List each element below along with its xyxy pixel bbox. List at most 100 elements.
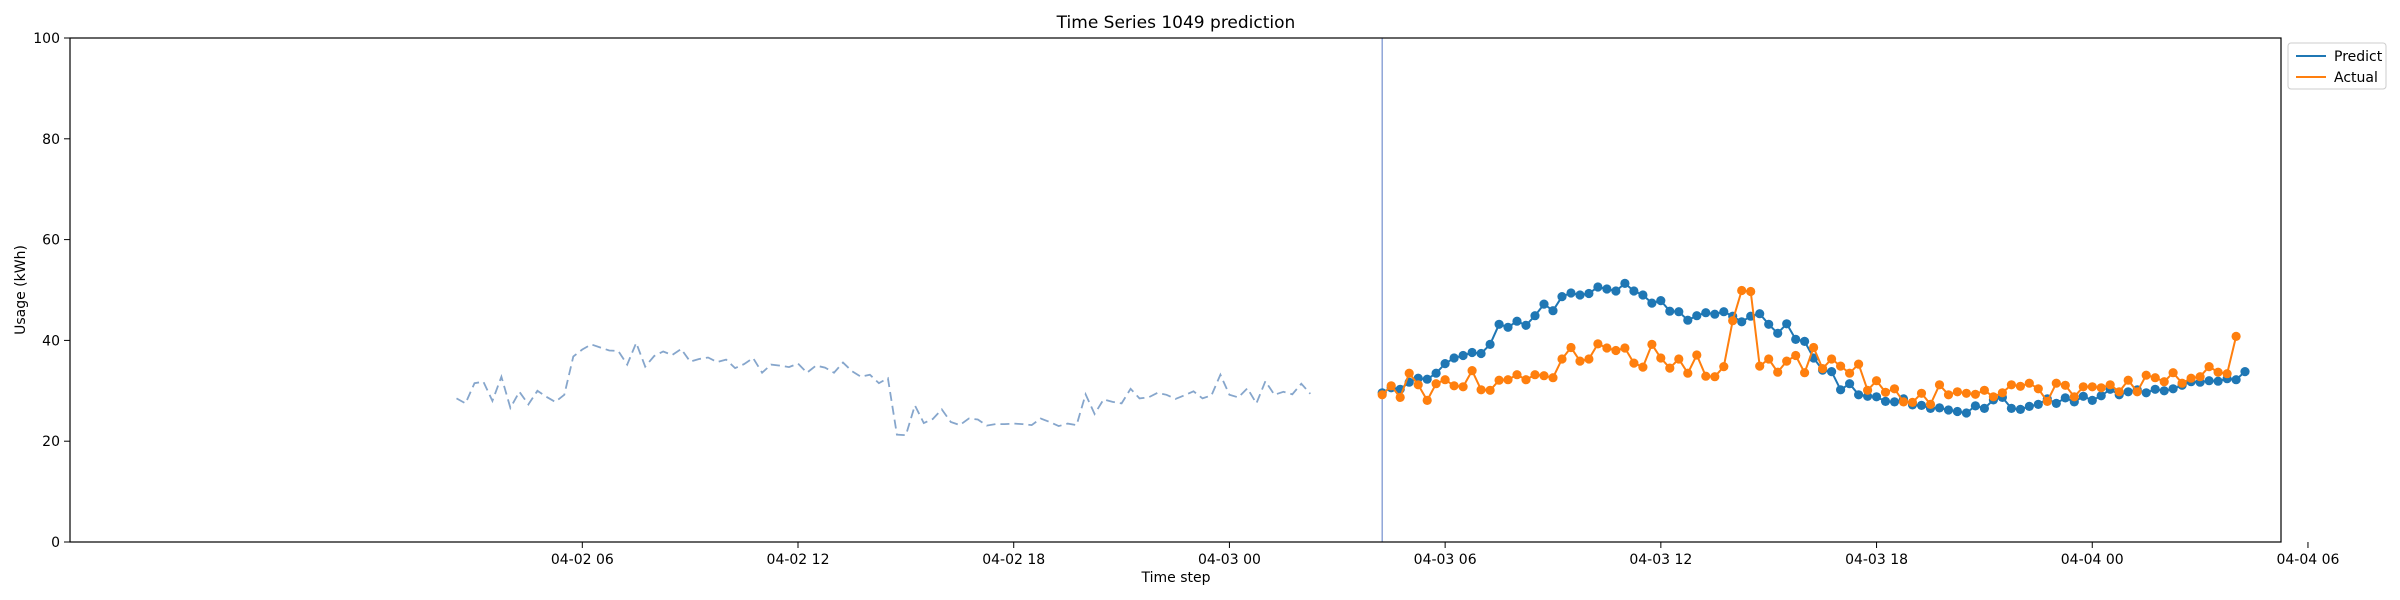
- actual-point: [1907, 397, 1918, 407]
- predict-point: [1961, 408, 1971, 418]
- x-tick-label: 04-03 12: [1629, 552, 1692, 568]
- actual-point: [1755, 361, 1765, 371]
- actual-point: [1512, 370, 1522, 380]
- actual-point: [1548, 373, 1558, 383]
- predict-point: [1934, 403, 1945, 413]
- actual-point: [1575, 356, 1585, 366]
- predict-point: [2087, 395, 2097, 405]
- y-tick-label: 40: [42, 333, 60, 349]
- y-axis: 0 20 40 60 80 100: [33, 31, 70, 551]
- predict-point: [1458, 350, 1468, 361]
- x-tick-label: 04-03 06: [1414, 552, 1477, 568]
- y-axis-label: Usage (kWh): [13, 245, 29, 335]
- actual-point: [1620, 343, 1630, 353]
- actual-point: [2231, 331, 2241, 341]
- actual-point: [2024, 378, 2034, 388]
- actual-point: [2078, 382, 2088, 392]
- predict-point: [1683, 315, 1693, 325]
- actual-point: [2159, 377, 2169, 387]
- actual-point: [1970, 389, 1980, 399]
- actual-point: [1377, 390, 1387, 400]
- predict-point: [1485, 339, 1495, 349]
- actual-point: [1782, 356, 1792, 366]
- y-tick-label: 100: [33, 31, 60, 47]
- predict-point: [1620, 278, 1630, 288]
- actual-point: [1692, 350, 1702, 360]
- actual-point: [2051, 378, 2061, 388]
- actual-point: [1647, 339, 1657, 349]
- predict-point: [1782, 319, 1792, 329]
- actual-point: [1863, 385, 1873, 395]
- predict-point: [1889, 397, 1900, 407]
- actual-point: [1584, 354, 1594, 364]
- actual-point: [1521, 375, 1531, 385]
- predict-point: [1503, 322, 1513, 332]
- actual-point: [1943, 390, 1954, 400]
- x-axis: 04-02 06 04-02 12 04-02 18 04-03 00 04-03 06…: [551, 542, 2340, 568]
- predict-point: [2033, 399, 2043, 409]
- actual-point: [2123, 375, 2133, 385]
- y-tick-label: 60: [42, 233, 60, 249]
- predict-point: [1638, 290, 1648, 300]
- predict-point: [2213, 376, 2223, 386]
- actual-point: [1854, 359, 1864, 369]
- actual-point: [1988, 392, 1998, 402]
- predict-point: [2024, 401, 2034, 411]
- actual-point: [1916, 388, 1927, 398]
- actual-point: [1674, 354, 1684, 364]
- predict-point: [1593, 282, 1603, 292]
- predict-point: [1737, 317, 1747, 327]
- actual-point: [1934, 380, 1945, 390]
- predict-point: [1665, 306, 1675, 316]
- actual-point: [1809, 342, 1819, 353]
- actual-point: [1898, 397, 1909, 407]
- actual-point: [1467, 366, 1477, 376]
- actual-point: [1889, 384, 1900, 394]
- predict-point: [1584, 288, 1594, 299]
- actual-point: [1952, 387, 1962, 397]
- actual-point: [1791, 350, 1801, 361]
- predict-point: [1773, 328, 1783, 338]
- predict-point: [1611, 286, 1621, 296]
- actual-point: [1773, 367, 1783, 377]
- actual-point: [1422, 395, 1432, 405]
- actual-point: [1665, 363, 1675, 373]
- predict-point: [1836, 385, 1846, 395]
- predict-point: [1512, 316, 1522, 326]
- predict-point: [2096, 391, 2106, 401]
- actual-point: [1503, 375, 1513, 385]
- actual-point: [1539, 371, 1549, 381]
- predict-point: [2159, 386, 2169, 396]
- predict-point: [1431, 368, 1441, 378]
- predict-point: [1692, 311, 1702, 321]
- predict-point: [1674, 307, 1684, 317]
- actual-point: [1836, 361, 1846, 371]
- predict-point: [2060, 393, 2070, 403]
- actual-point: [1880, 387, 1891, 397]
- predict-point: [1979, 403, 1989, 413]
- predict-point: [1943, 405, 1954, 415]
- actual-point: [2195, 372, 2205, 382]
- predict-point: [1764, 319, 1774, 329]
- actual-point: [1979, 385, 1989, 395]
- predict-point: [1440, 359, 1450, 369]
- actual-point: [1530, 370, 1540, 380]
- predict-point: [1827, 367, 1837, 377]
- actual-point: [1494, 375, 1504, 385]
- predict-point: [2204, 376, 2214, 386]
- plot-area: [456, 38, 2250, 542]
- actual-point: [1593, 339, 1603, 349]
- predict-point: [2168, 384, 2178, 394]
- legend-label-predict: Predict: [2334, 49, 2383, 65]
- predict-point: [2150, 384, 2160, 394]
- x-tick-label: 04-03 18: [1845, 552, 1908, 568]
- actual-point: [1710, 372, 1720, 382]
- actual-point: [2141, 370, 2151, 380]
- actual-point: [1449, 381, 1459, 391]
- actual-point: [2186, 373, 2196, 383]
- actual-point: [1476, 385, 1486, 395]
- predict-point: [1854, 390, 1864, 400]
- actual-point: [2222, 369, 2232, 379]
- x-tick-label: 04-03 00: [1198, 552, 1261, 568]
